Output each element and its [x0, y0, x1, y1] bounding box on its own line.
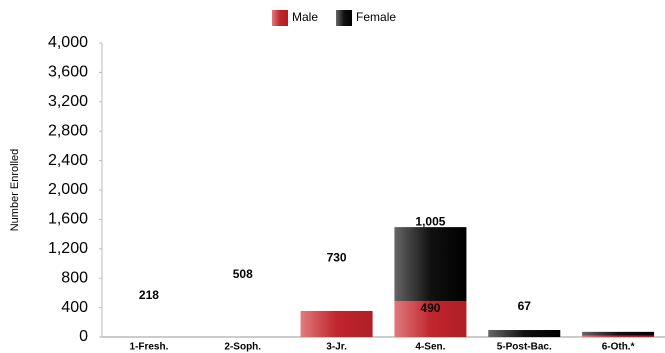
- y-tick-label: 3,600: [48, 64, 88, 81]
- y-axis-label: Number Enrolled: [9, 149, 21, 232]
- legend-swatch: [272, 10, 288, 26]
- y-tick-label: 0: [79, 328, 88, 345]
- y-tick-label: 2,800: [48, 122, 88, 139]
- y-tick-label: 800: [61, 269, 88, 286]
- value-label: 1,005: [415, 214, 445, 228]
- x-tick-label: 3-Jr.: [326, 342, 347, 353]
- bar-segment: [394, 300, 467, 337]
- annotation: 508: [233, 267, 253, 281]
- bar-segment: [582, 331, 655, 336]
- y-tick-label: 2,400: [48, 152, 88, 169]
- x-tick-label: 4-Sen.: [415, 342, 445, 353]
- legend-swatch: [336, 10, 353, 26]
- x-tick-label: 1-Fresh.: [129, 342, 168, 353]
- y-tick-label: 400: [61, 299, 88, 316]
- x-tick-label: 6-Oth.*: [602, 342, 635, 353]
- legend-label: Male: [292, 10, 318, 24]
- annotation: 67: [518, 299, 532, 313]
- bar-segment: [488, 330, 561, 337]
- bar-segment: [582, 335, 655, 337]
- y-tick-label: 2,000: [48, 181, 88, 198]
- y-tick-label: 1,600: [48, 211, 88, 228]
- y-tick-label: 3,200: [48, 93, 88, 110]
- y-tick-label: 1,200: [48, 240, 88, 257]
- annotation: 730: [327, 251, 347, 265]
- annotation: 218: [139, 288, 159, 302]
- x-tick-label: 2-Soph.: [224, 342, 261, 353]
- value-label: 490: [420, 301, 440, 315]
- legend-label: Female: [356, 10, 396, 24]
- y-tick-label: 4,000: [48, 34, 88, 51]
- x-tick-label: 5-Post-Bac.: [497, 342, 552, 353]
- bar-segment: [394, 227, 467, 301]
- bar-segment: [300, 310, 373, 337]
